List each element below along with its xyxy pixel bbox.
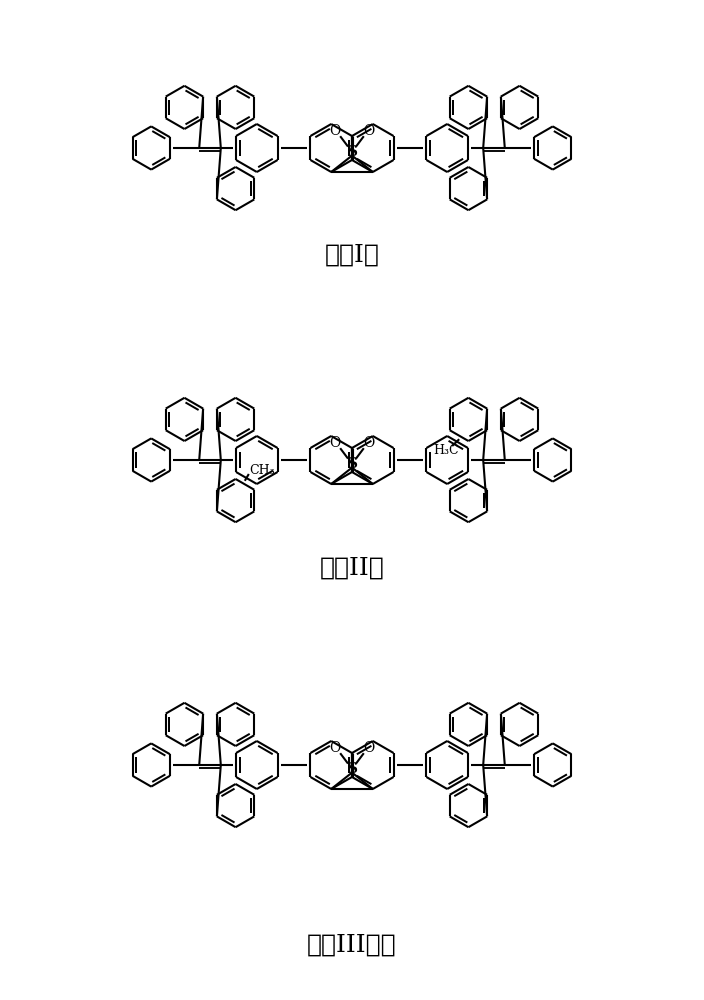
- Text: 式（I）: 式（I）: [325, 243, 379, 266]
- Text: S: S: [346, 762, 358, 776]
- Text: O: O: [329, 124, 341, 138]
- Text: O: O: [329, 741, 341, 755]
- Text: 式（II）: 式（II）: [320, 556, 384, 580]
- Text: O: O: [363, 436, 375, 450]
- Text: 式（III）。: 式（III）。: [307, 934, 397, 956]
- Text: H₃C: H₃C: [433, 444, 459, 456]
- Text: S: S: [346, 457, 358, 471]
- Text: O: O: [363, 741, 375, 755]
- Text: O: O: [329, 436, 341, 450]
- Text: CH₃: CH₃: [249, 464, 275, 477]
- Text: S: S: [346, 145, 358, 159]
- Text: O: O: [363, 124, 375, 138]
